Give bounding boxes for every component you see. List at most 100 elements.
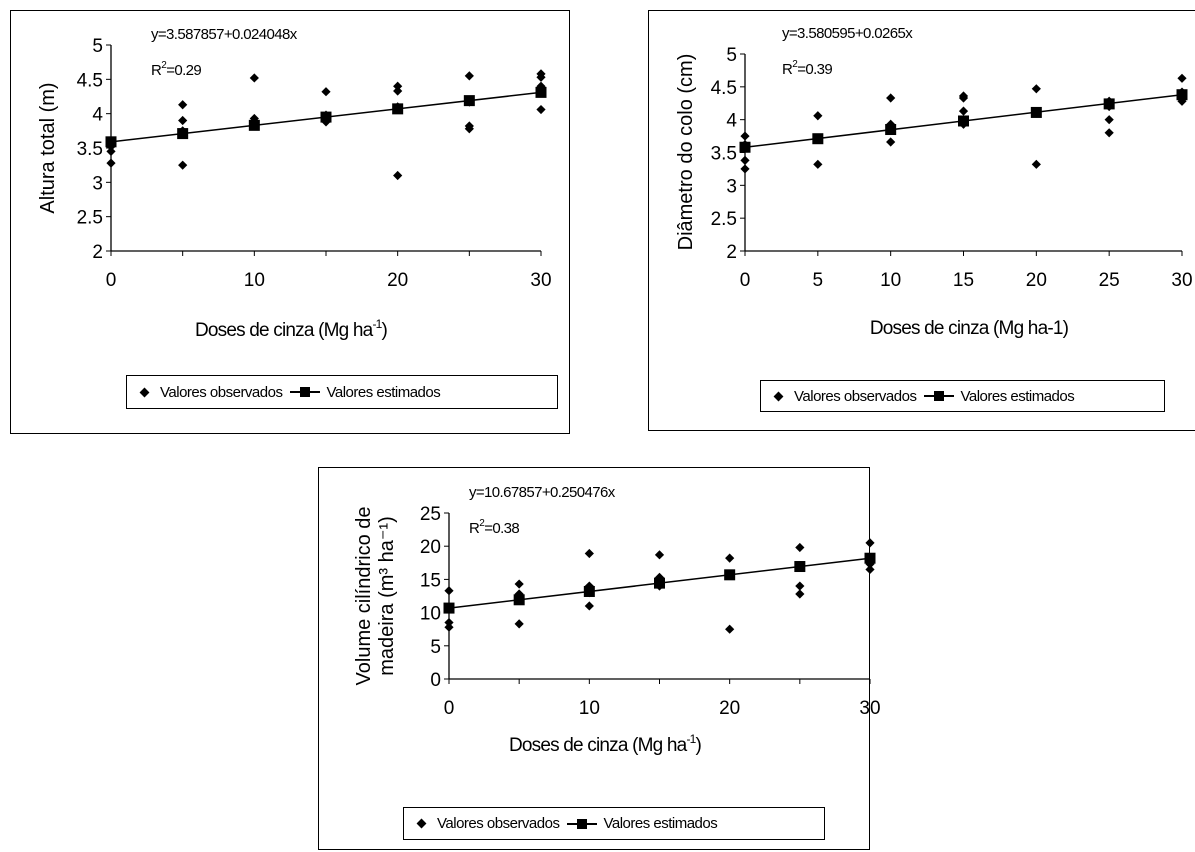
x-tick-label: 15 bbox=[953, 270, 974, 291]
chart-svg-volume: 0 5 10 15 20 25 0 10 20 30 y=10.67857+0.250476x R2=… bbox=[353, 484, 881, 756]
observed-point bbox=[725, 553, 735, 563]
legend-observed: Valores observados bbox=[794, 387, 917, 405]
y-tick-label: 4.5 bbox=[711, 78, 737, 99]
estimated-point bbox=[654, 577, 665, 589]
x-tick-label: 0 bbox=[740, 270, 751, 291]
observed-point bbox=[865, 564, 875, 575]
estimated-point bbox=[177, 128, 189, 140]
observed-point bbox=[444, 622, 454, 632]
legend-estimated: Valores estimados bbox=[960, 387, 1075, 405]
observed-point bbox=[654, 550, 665, 560]
estimated-point bbox=[724, 569, 736, 581]
x-tick-label: 5 bbox=[813, 270, 824, 291]
observed-point bbox=[725, 624, 735, 634]
observed-point bbox=[321, 87, 331, 97]
chart-panel-altura: 2 2.5 3 3.5 4 4.5 5 0 10 20 30 y=3.587857+0.024048x… bbox=[10, 10, 570, 434]
x-tick-label: 30 bbox=[859, 698, 880, 719]
y-axis-label: Diâmetro do colo (cm) bbox=[675, 54, 697, 251]
y-tick-label: 20 bbox=[420, 537, 441, 558]
y-tick-label: 2.5 bbox=[711, 209, 737, 230]
y-axis-label: Altura total (m) bbox=[37, 82, 59, 213]
y-tick-label: 0 bbox=[430, 670, 441, 691]
y-tick-label: 25 bbox=[420, 504, 441, 525]
observed-point bbox=[393, 86, 403, 96]
y-tick-label: 3 bbox=[92, 173, 103, 194]
observed-point bbox=[393, 170, 403, 181]
chart-panel-diametro: 2 2.5 3 3.5 4 4.5 5 0 5 10 15 20 25 30 y=3.580595+0.02… bbox=[648, 10, 1195, 431]
x-tick-label: 25 bbox=[1099, 270, 1120, 291]
x-tick-label: 0 bbox=[106, 270, 117, 291]
legend-estimated: Valores estimados bbox=[603, 815, 718, 832]
regression-equation: y=10.67857+0.250476x bbox=[469, 484, 616, 501]
x-axis-label: Doses de cinza (Mg ha-1) bbox=[195, 317, 388, 341]
regression-equation: y=3.580595+0.0265x bbox=[782, 25, 913, 42]
x-tick-label: 20 bbox=[1026, 270, 1047, 291]
y-tick-label: 3 bbox=[726, 176, 737, 197]
observed-point bbox=[1031, 159, 1041, 169]
x-tick-label: 20 bbox=[719, 698, 740, 719]
x-tick-label: 10 bbox=[244, 270, 265, 291]
diamond-marker-icon bbox=[416, 818, 427, 829]
observed-point bbox=[249, 73, 259, 83]
estimated-point bbox=[958, 115, 969, 127]
y-tick-label: 5 bbox=[430, 637, 441, 658]
y-axis-label: madeira (m³ ha⁻¹) bbox=[376, 516, 398, 675]
observed-point bbox=[795, 581, 805, 591]
observed-point bbox=[464, 121, 474, 131]
observed-point bbox=[740, 164, 750, 174]
estimated-point bbox=[392, 103, 404, 115]
y-tick-label: 5 bbox=[726, 45, 737, 66]
y-tick-label: 3.5 bbox=[711, 144, 737, 165]
diamond-marker-icon bbox=[773, 391, 784, 401]
observed-point bbox=[536, 104, 546, 115]
x-axis-label: Doses de cinza (Mg ha-1) bbox=[509, 732, 702, 756]
observed-point bbox=[1177, 73, 1187, 83]
observed-point bbox=[813, 111, 823, 121]
line-square-marker-icon bbox=[924, 391, 955, 401]
x-tick-label: 20 bbox=[387, 270, 408, 291]
observed-point bbox=[178, 160, 188, 170]
observed-point bbox=[958, 106, 969, 116]
estimated-point bbox=[864, 552, 876, 564]
observed-point bbox=[958, 91, 969, 101]
chart-panel-volume: 0 5 10 15 20 25 0 10 20 30 y=10.67857+0.250476x R2=… bbox=[318, 467, 881, 850]
observed-point bbox=[584, 601, 594, 611]
x-tick-label: 30 bbox=[530, 270, 551, 291]
observed-point bbox=[813, 159, 823, 169]
legend-observed: Valores observados bbox=[160, 383, 283, 401]
y-axis-label: Volume cilíndrico de bbox=[353, 507, 375, 686]
legend: Valores observados Valores estimados bbox=[126, 375, 558, 409]
chart-svg-altura: 2 2.5 3 3.5 4 4.5 5 0 10 20 30 y=3.587857+0.024048x… bbox=[37, 26, 552, 341]
observed-point bbox=[1031, 84, 1041, 94]
estimated-point bbox=[1030, 106, 1042, 118]
estimated-point bbox=[812, 133, 824, 145]
y-tick-label: 15 bbox=[420, 570, 441, 591]
estimated-point bbox=[583, 585, 595, 597]
estimated-point bbox=[463, 95, 475, 107]
observed-point bbox=[865, 538, 875, 548]
observed-point bbox=[106, 158, 116, 168]
x-axis-label: Doses de cinza (Mg ha-1) bbox=[870, 318, 1069, 339]
y-tick-label: 2.5 bbox=[77, 208, 103, 229]
estimated-point bbox=[535, 86, 547, 98]
diamond-marker-icon bbox=[139, 387, 150, 397]
estimated-point bbox=[105, 136, 117, 148]
r-squared: R2=0.39 bbox=[782, 59, 832, 78]
observed-point bbox=[740, 155, 750, 165]
legend-estimated: Valores estimados bbox=[326, 383, 441, 401]
estimated-point bbox=[885, 124, 897, 136]
observed-point bbox=[886, 93, 896, 103]
y-tick-label: 4 bbox=[726, 111, 737, 132]
chart-svg-diametro: 2 2.5 3 3.5 4 4.5 5 0 5 10 15 20 25 30 y=3.580595+0.02… bbox=[675, 25, 1193, 339]
y-tick-label: 3.5 bbox=[77, 139, 103, 160]
observed-point bbox=[795, 542, 805, 553]
r-squared: R2=0.29 bbox=[151, 60, 201, 79]
observed-point bbox=[1104, 128, 1114, 138]
estimated-point bbox=[248, 119, 260, 131]
estimated-point bbox=[443, 602, 455, 614]
y-tick-label: 2 bbox=[92, 242, 103, 263]
y-tick-label: 4 bbox=[92, 105, 103, 126]
observed-point bbox=[464, 71, 474, 81]
legend: Valores observados Valores estimados bbox=[760, 380, 1165, 412]
regression-equation: y=3.587857+0.024048x bbox=[151, 26, 298, 43]
